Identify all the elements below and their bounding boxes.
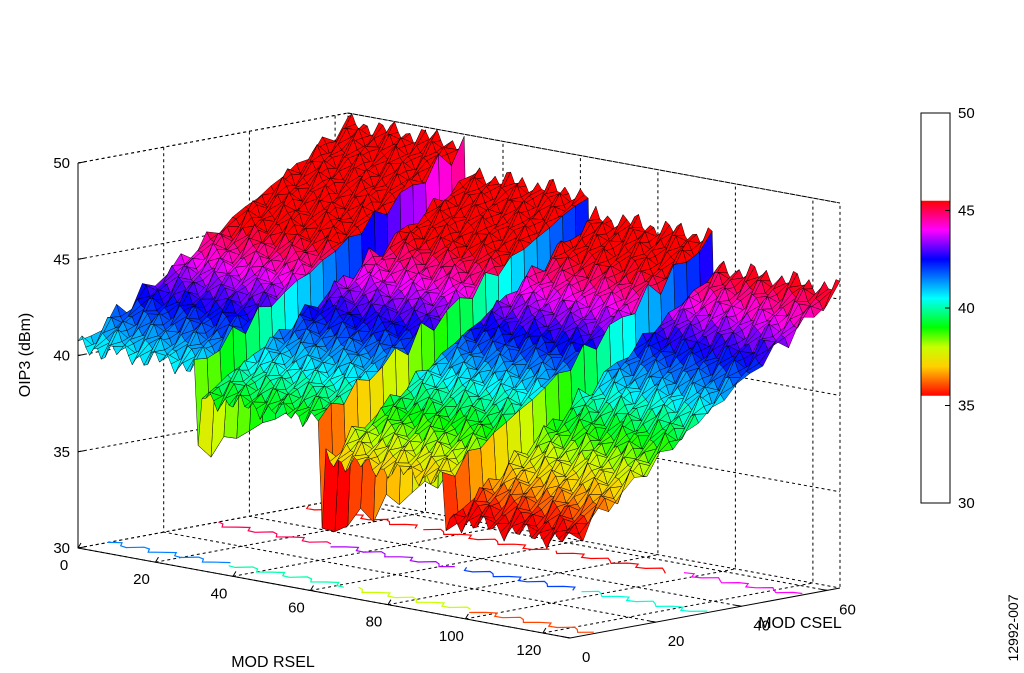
- colorbar-gradient: [921, 200, 950, 396]
- colorbar-tick-label: 30: [958, 495, 975, 512]
- grid-line: [232, 141, 504, 577]
- figure-id: 12992-007: [1005, 594, 1021, 661]
- z-axis-label: OIP3 (dBm): [17, 313, 34, 397]
- y-tick-label: 40: [753, 617, 770, 634]
- contour-line: [330, 546, 455, 568]
- grid-line: [155, 127, 426, 563]
- z-tick-label: 50: [53, 155, 70, 172]
- x-tick-label: 20: [133, 571, 150, 588]
- grid-line: [465, 183, 736, 620]
- y-tick-label: 60: [839, 601, 856, 618]
- contour-line: [358, 586, 471, 610]
- x-axis-line: [77, 547, 571, 639]
- contour-line: [107, 541, 231, 564]
- contour-line: [581, 590, 708, 613]
- grid-line: [77, 113, 349, 549]
- contour-line: [423, 528, 550, 551]
- y-tick-mark: [563, 636, 571, 639]
- grid-line: [542, 198, 814, 634]
- colorbar-tick-label: 40: [958, 300, 975, 317]
- colorbar-tick-label: 50: [958, 105, 975, 122]
- contour-line: [469, 611, 594, 633]
- x-tick-mark: [232, 571, 237, 577]
- colorbar: 30 35 40 45 50: [920, 105, 975, 512]
- y-tick-label: 20: [668, 633, 685, 650]
- x-tick-label: 40: [211, 585, 228, 602]
- x-tick-label: 80: [366, 614, 383, 631]
- x-tick-mark: [387, 599, 392, 605]
- x-tick-mark: [542, 627, 547, 634]
- oip3-surface: [77, 113, 841, 550]
- y-tick-label: 0: [582, 649, 590, 666]
- x-tick-mark: [77, 542, 82, 549]
- x-tick-label: 120: [516, 642, 541, 659]
- x-axis-label: MOD RSEL: [231, 654, 315, 671]
- contour-line: [218, 521, 332, 545]
- x-tick-mark: [155, 556, 159, 563]
- x-tick-label: 0: [60, 557, 68, 574]
- y-tick-mark: [649, 620, 656, 623]
- contour-line: [228, 565, 344, 588]
- z-tick-mark: [77, 450, 85, 453]
- y-tick-mark: [735, 604, 742, 607]
- z-tick-label: 35: [53, 444, 70, 461]
- grid-line: [77, 401, 841, 493]
- colorbar-tick-label: 35: [958, 398, 975, 415]
- z-tick-label: 45: [53, 251, 70, 268]
- grid-line: [387, 169, 659, 606]
- x-tick-label: 100: [439, 628, 464, 645]
- y-axis-label: MOD CSEL: [758, 615, 842, 632]
- contour-line: [683, 572, 803, 595]
- y-axis-line: [569, 587, 841, 639]
- contour-line: [555, 550, 666, 574]
- floor-contours: [107, 504, 803, 633]
- z-tick-mark: [77, 257, 85, 260]
- colorbar-tick-label: 45: [958, 203, 975, 220]
- grid-line: [310, 155, 581, 591]
- z-tick-mark: [77, 354, 85, 356]
- axis-ticks: 30 35 40 45 50 0 20 40 60 80 100 120 0 20 40 60: [53, 155, 856, 666]
- z-tick-mark: [77, 161, 85, 164]
- z-tick-label: 40: [53, 348, 70, 365]
- back-box: [77, 112, 349, 164]
- contour-line: [463, 566, 576, 591]
- x-tick-mark: [464, 613, 469, 620]
- y-tick-mark: [821, 588, 828, 591]
- surface-patch: [566, 532, 584, 542]
- x-tick-mark: [310, 585, 314, 591]
- z-tick-mark: [77, 546, 85, 549]
- grid-line: [163, 147, 656, 623]
- x-tick-label: 60: [288, 600, 305, 617]
- z-tick-label: 30: [53, 540, 70, 557]
